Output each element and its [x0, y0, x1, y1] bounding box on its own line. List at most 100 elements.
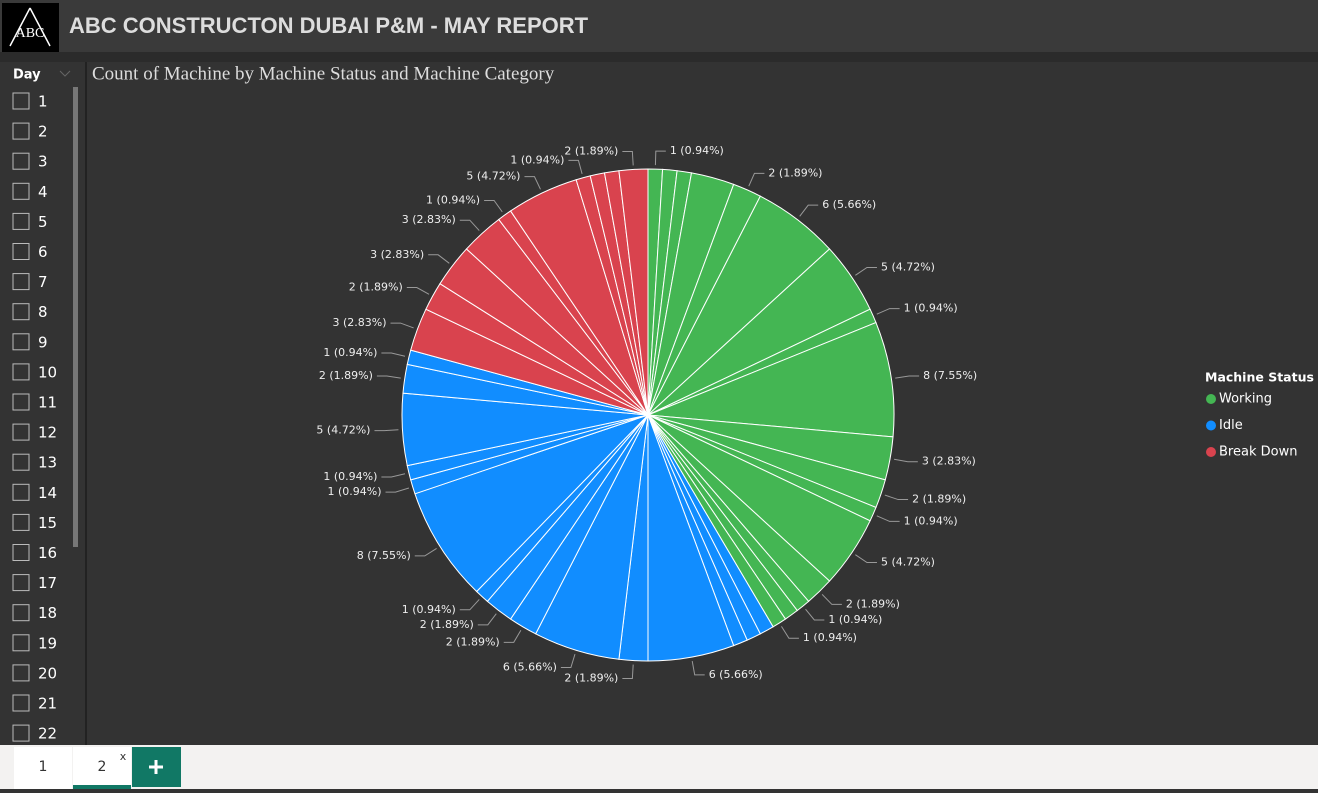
checkbox[interactable]: [12, 152, 30, 170]
data-label: 1 (0.94%): [803, 631, 857, 644]
legend-label[interactable]: Idle: [1219, 418, 1243, 433]
leader-line: [385, 487, 410, 493]
slicer-item: 10: [38, 363, 57, 381]
data-label: 1 (0.94%): [510, 153, 564, 166]
data-label: 1 (0.94%): [402, 603, 456, 616]
scrollbar[interactable]: [73, 87, 78, 547]
leader-line: [895, 375, 920, 379]
data-label: 6 (5.66%): [822, 198, 876, 211]
header-shadow: [0, 52, 1318, 62]
pie-slice: [647, 321, 895, 438]
checkbox[interactable]: [12, 182, 30, 200]
checkbox[interactable]: [12, 664, 30, 682]
slicer-item: 7: [38, 273, 48, 291]
leader-line: [390, 322, 414, 329]
leader-line: [622, 150, 634, 166]
data-label: 3 (2.83%): [332, 316, 386, 329]
leader-line: [654, 150, 666, 166]
slicer-panel: [0, 62, 85, 745]
checkbox[interactable]: [12, 453, 30, 471]
leader-line: [893, 458, 918, 463]
slicer-item: 4: [38, 183, 48, 201]
slicer-item: 5: [38, 213, 48, 231]
leader-line: [459, 599, 480, 611]
legend-label[interactable]: Break Down: [1219, 445, 1297, 460]
leader-line: [414, 548, 437, 557]
checkbox[interactable]: [12, 393, 30, 411]
leader-line: [781, 626, 799, 639]
data-label: 8 (7.55%): [923, 369, 977, 382]
legend-marker: [1206, 394, 1216, 404]
add-icon: [149, 760, 163, 774]
data-label: 1 (0.94%): [828, 613, 882, 626]
checkbox[interactable]: [12, 483, 30, 501]
data-label: 1 (0.94%): [323, 470, 377, 483]
leader-line: [805, 608, 825, 621]
checkbox[interactable]: [12, 574, 30, 592]
checkbox[interactable]: [12, 724, 30, 742]
slicer-item: 19: [38, 634, 57, 652]
legend: Working Idle Break Down: [1206, 392, 1297, 460]
checkbox[interactable]: [12, 333, 30, 351]
checkbox[interactable]: [12, 92, 30, 110]
slicer-item: 13: [38, 454, 57, 472]
tab-label: 2: [98, 759, 107, 775]
slicer-item: 12: [38, 424, 57, 442]
slicer-item: 9: [38, 333, 48, 351]
legend-marker: [1206, 420, 1216, 431]
chart-title: Count of Machine by Machine Status and M…: [92, 63, 555, 84]
pie-slice: [618, 168, 649, 416]
checkbox[interactable]: [12, 423, 30, 441]
data-label: 5 (4.72%): [316, 424, 370, 437]
data-label: 1 (0.94%): [670, 144, 724, 157]
slicer-item: 8: [38, 303, 48, 321]
leader-line: [799, 204, 819, 217]
slicer-item: 14: [38, 484, 57, 502]
page-tab[interactable]: [73, 747, 131, 789]
leader-line: [855, 267, 877, 276]
leader-line: [568, 159, 583, 174]
checkbox[interactable]: [12, 122, 30, 140]
slicer-item: 6: [38, 243, 48, 261]
data-label: 8 (7.55%): [357, 549, 411, 562]
leader-line: [622, 664, 634, 680]
checkbox[interactable]: [12, 544, 30, 561]
close-tab[interactable]: x: [120, 750, 127, 763]
slicer-item: 18: [38, 604, 57, 622]
checkbox[interactable]: [12, 694, 30, 712]
checkbox[interactable]: [12, 243, 30, 260]
checkbox[interactable]: [12, 303, 30, 321]
legend-label[interactable]: Working: [1219, 392, 1272, 407]
leader-line: [381, 352, 406, 357]
checkbox[interactable]: [12, 363, 30, 381]
leader-line: [459, 219, 480, 231]
slicer-chevron[interactable]: [59, 70, 71, 77]
leader-line: [381, 473, 406, 478]
legend-marker: [1206, 447, 1216, 457]
slicer-item: 3: [38, 153, 48, 171]
data-label: 5 (4.72%): [881, 555, 935, 568]
slicer-title: Day: [13, 68, 41, 83]
page-tab[interactable]: [14, 747, 72, 789]
data-label: 2 (1.89%): [912, 493, 966, 506]
leader-line: [748, 172, 765, 187]
data-label: 1 (0.94%): [904, 302, 958, 315]
leader-line: [855, 554, 877, 563]
checkbox[interactable]: [12, 273, 30, 291]
leader-line: [884, 494, 909, 501]
leader-line: [524, 176, 541, 190]
checkbox[interactable]: [12, 513, 30, 531]
checkbox[interactable]: [12, 634, 30, 652]
checkbox[interactable]: [12, 212, 30, 230]
data-label: 3 (2.83%): [402, 213, 456, 226]
data-label: 2 (1.89%): [564, 672, 618, 685]
logo-triangle: [9, 7, 51, 47]
data-label: 2 (1.89%): [846, 597, 900, 610]
pie-slice: [414, 414, 649, 593]
leader-line: [477, 613, 497, 626]
checkbox[interactable]: [12, 604, 30, 622]
